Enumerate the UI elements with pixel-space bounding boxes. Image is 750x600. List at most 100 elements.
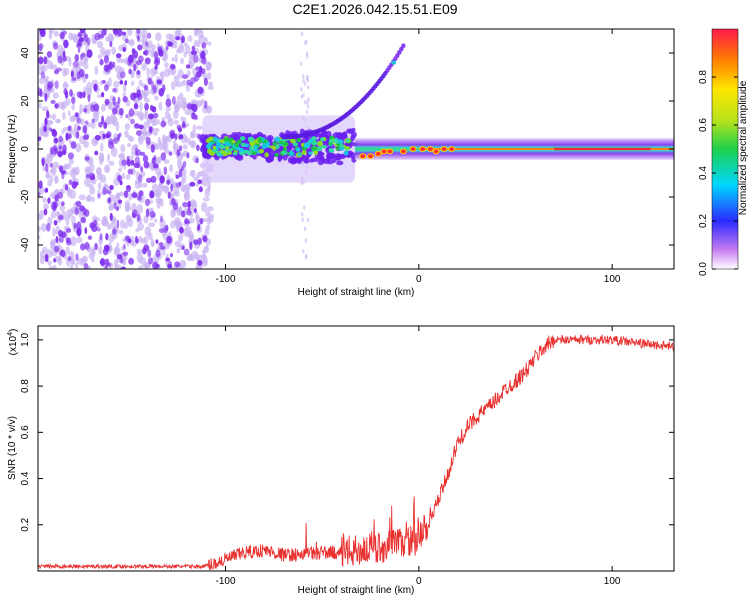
streak-dot xyxy=(302,249,305,254)
noise-speck xyxy=(182,167,187,177)
noise-dot xyxy=(203,77,208,86)
noise-dot xyxy=(53,245,60,253)
noise-speck xyxy=(107,34,115,43)
band-hot-dot xyxy=(246,150,253,156)
noise-dot xyxy=(186,210,192,216)
noise-speck xyxy=(185,45,191,55)
band-dot xyxy=(336,153,345,159)
line-hot-dot xyxy=(399,148,407,155)
noise-dot xyxy=(91,118,95,123)
noise-speck xyxy=(146,67,150,77)
noise-speck xyxy=(118,167,123,173)
noise-dot xyxy=(113,137,119,145)
noise-dot xyxy=(76,43,82,48)
noise-dot xyxy=(78,69,85,78)
noise-dot xyxy=(191,45,196,52)
noise-dot xyxy=(197,179,202,185)
noise-dot xyxy=(104,265,108,269)
noise-dot xyxy=(44,117,48,126)
noise-speck xyxy=(69,236,77,247)
noise-dot xyxy=(65,228,72,233)
band-dot xyxy=(288,143,294,150)
noise-dot xyxy=(134,147,138,156)
noise-speck xyxy=(128,155,134,160)
noise-dot xyxy=(102,133,106,140)
noise-dot xyxy=(186,152,190,159)
noise-speck xyxy=(105,116,113,126)
band-hot-dot xyxy=(308,151,313,155)
noise-dot xyxy=(144,198,151,207)
line-hot-dot xyxy=(409,146,417,152)
noise-dot xyxy=(100,257,106,267)
band-hot-dot xyxy=(309,138,313,144)
band-hot-dot xyxy=(313,150,318,156)
noise-dot xyxy=(84,120,89,125)
noise-speck xyxy=(127,217,134,228)
noise-dot xyxy=(93,219,98,227)
noise-speck xyxy=(155,32,162,42)
noise-dot xyxy=(163,166,168,176)
noise-dot xyxy=(39,29,46,38)
noise-dot xyxy=(152,112,159,119)
noise-dot xyxy=(59,31,65,40)
noise-dot xyxy=(169,129,176,137)
band-hot-dot xyxy=(301,150,307,155)
noise-dot xyxy=(105,64,111,73)
noise-dot xyxy=(127,168,134,175)
noise-dot xyxy=(131,212,137,219)
noise-speck xyxy=(196,125,203,130)
noise-dot xyxy=(147,249,152,258)
noise-speck xyxy=(172,140,177,148)
noise-dot xyxy=(84,209,90,217)
snr-series-line xyxy=(38,333,674,571)
noise-speck xyxy=(74,262,79,269)
noise-speck xyxy=(173,40,178,49)
noise-dot xyxy=(74,53,79,62)
noise-dot xyxy=(76,117,82,124)
noise-dot xyxy=(178,134,184,140)
noise-dot xyxy=(49,162,53,168)
noise-speck xyxy=(159,197,164,207)
noise-speck xyxy=(144,111,148,120)
band-hot-dot xyxy=(335,147,340,151)
noise-dot xyxy=(105,101,108,106)
noise-dot xyxy=(62,144,67,153)
band-hot-dot xyxy=(337,139,344,144)
noise-speck xyxy=(114,246,121,255)
colorbar-label: Normalized spectral amplitude xyxy=(738,80,749,215)
noise-dot xyxy=(190,103,195,111)
noise-dot xyxy=(128,108,135,117)
noise-speck xyxy=(136,204,144,214)
snr-xtick-label: 0 xyxy=(416,576,422,587)
snr-ticks: -100 0 100 0.2 0.4 0.6 0.8 1.0 xyxy=(20,326,674,587)
noise-dot xyxy=(116,254,123,260)
noise-dot xyxy=(189,241,193,251)
noise-dot xyxy=(142,247,147,255)
noise-speck xyxy=(97,54,103,59)
colorbar-ticks: 0.0 0.2 0.4 0.6 0.8 xyxy=(698,70,738,276)
noise-dot xyxy=(170,63,176,70)
snr-xtick-label: 100 xyxy=(604,576,621,587)
noise-dot xyxy=(115,53,122,59)
noise-dot xyxy=(147,113,154,120)
noise-dot xyxy=(136,70,141,76)
band-hot-dot xyxy=(345,138,350,143)
noise-dot xyxy=(60,170,67,175)
noise-dot xyxy=(99,59,104,66)
band-hot-dot xyxy=(303,143,308,149)
streak-dot xyxy=(306,218,310,223)
noise-dot xyxy=(65,237,71,244)
noise-speck xyxy=(153,131,158,136)
noise-dot xyxy=(182,160,187,168)
noise-speck xyxy=(124,123,131,131)
noise-dot xyxy=(112,61,116,69)
noise-dot xyxy=(122,95,128,103)
noise-speck xyxy=(56,118,61,124)
band-hot-dot xyxy=(311,136,317,141)
band-hot-dot xyxy=(264,152,269,158)
band-dot xyxy=(319,132,328,138)
noise-speck xyxy=(139,113,145,121)
noise-dot xyxy=(121,31,127,36)
noise-speck xyxy=(50,241,56,251)
noise-dot xyxy=(38,180,43,189)
